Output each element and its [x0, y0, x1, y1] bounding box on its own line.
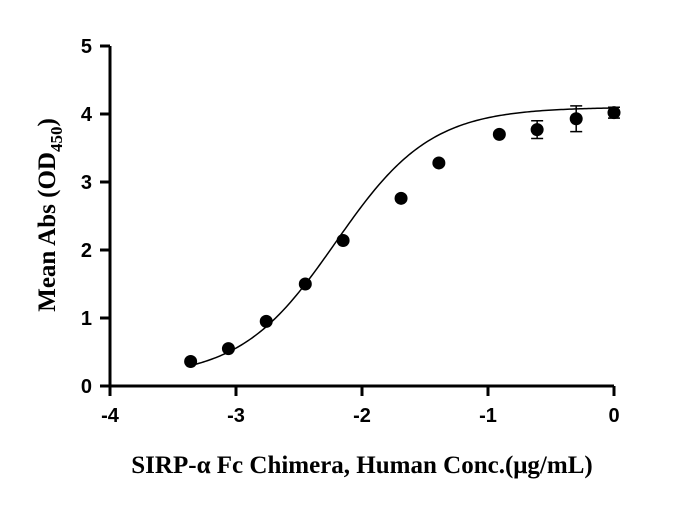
y-tick-label: 2	[81, 240, 92, 262]
data-point	[492, 127, 506, 141]
y-tick-label: 5	[81, 36, 92, 58]
data-point	[569, 112, 583, 126]
y-tick-label: 0	[81, 376, 92, 398]
fit-curve	[190, 107, 615, 367]
x-axis-title: SIRP-α Fc Chimera, Human Conc.(μg/mL)	[131, 452, 592, 479]
data-point	[259, 314, 273, 328]
data-points	[184, 105, 621, 369]
data-point	[184, 355, 198, 369]
x-tick-label: -4	[101, 405, 120, 427]
x-tick-label: -2	[353, 405, 371, 427]
x-tick-label: -3	[227, 405, 245, 427]
data-point	[221, 342, 235, 356]
data-point	[607, 106, 621, 120]
axes	[108, 46, 614, 388]
y-axis-title-main: Mean Abs (OD	[34, 152, 61, 312]
y-axis-title: Mean Abs (OD450)	[34, 118, 66, 312]
x-tick-label: 0	[608, 405, 619, 427]
data-point	[432, 156, 446, 170]
y-tick-label: 1	[81, 308, 92, 330]
data-point	[336, 233, 350, 247]
y-tick-label: 3	[81, 172, 92, 194]
data-point	[530, 123, 544, 137]
y-axis-title-close: )	[34, 118, 61, 126]
data-point	[394, 191, 408, 205]
y-axis-title-group: Mean Abs (OD450)	[34, 118, 66, 312]
x-ticks: -4 -3 -2 -1 0	[101, 386, 620, 427]
data-point	[298, 277, 312, 291]
x-tick-label: -1	[479, 405, 497, 427]
y-ticks: 0 1 2 3 4 5	[81, 36, 110, 398]
y-axis-title-subscript: 450	[47, 127, 66, 153]
y-tick-label: 4	[81, 104, 93, 126]
